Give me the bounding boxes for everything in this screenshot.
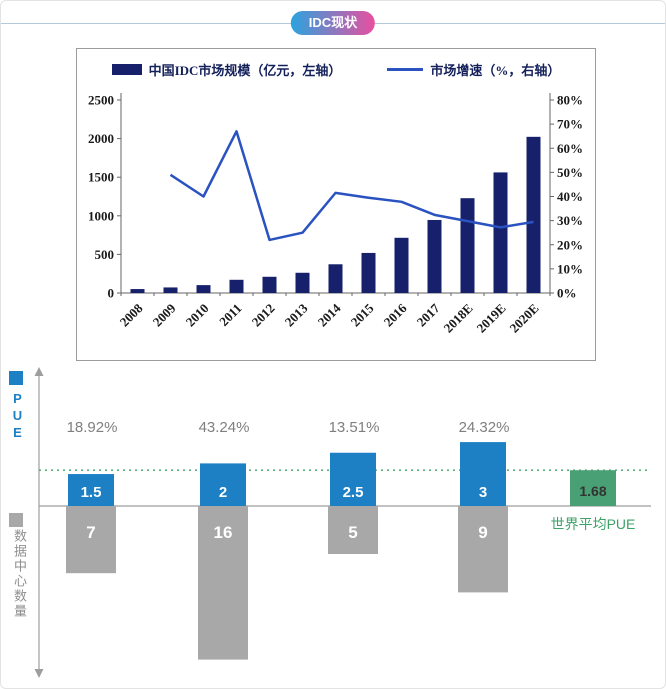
count-value-4: 9 xyxy=(478,523,487,542)
market-bar-2013 xyxy=(296,273,310,293)
market-bar-2015 xyxy=(362,253,376,293)
left-tick-label: 2500 xyxy=(88,93,114,108)
legend-item-market: 中国IDC市场规模（亿元，左轴） xyxy=(112,60,342,79)
pue-datacenter-plot: 18.92% 1.5 7 43.24% 2 16 13.51% 2.5 5 24.32% 3 9 1.6… xyxy=(1,366,666,689)
right-tick-label: 50% xyxy=(557,165,583,180)
x-label-2017: 2017 xyxy=(414,300,443,329)
bar-swatch xyxy=(112,64,142,75)
left-tick-label: 500 xyxy=(95,247,115,262)
vertical-axis-down-arrow xyxy=(35,669,44,678)
market-bar-2018E xyxy=(461,198,475,293)
legend-label-market: 中国IDC市场规模（亿元，左轴） xyxy=(149,60,342,79)
growth-percent-label-3: 13.51% xyxy=(329,419,380,436)
right-tick-label: 10% xyxy=(557,261,583,276)
growth-percent-label-1: 18.92% xyxy=(67,419,118,436)
legend-item-growth: 市场增速（%，右轴） xyxy=(387,60,560,79)
pue-value-4: 3 xyxy=(479,484,487,501)
right-tick-label: 70% xyxy=(557,117,583,132)
right-tick-label: 60% xyxy=(557,141,583,156)
x-label-2013: 2013 xyxy=(282,300,311,329)
right-tick-label: 40% xyxy=(557,189,583,204)
right-tick-label: 0% xyxy=(557,286,577,301)
market-bar-2014 xyxy=(329,264,343,293)
left-tick-label: 1000 xyxy=(88,208,114,223)
left-tick-label: 2000 xyxy=(88,131,114,146)
market-bar-2011 xyxy=(230,280,244,293)
x-label-2008: 2008 xyxy=(117,300,146,329)
growth-percent-label-4: 24.32% xyxy=(459,419,510,436)
pue-legend-square xyxy=(9,371,23,385)
count-legend-square xyxy=(9,513,23,527)
x-label-2020E: 2020E xyxy=(506,301,541,336)
growth-line xyxy=(171,131,534,240)
pue-value-3: 2.5 xyxy=(343,484,364,501)
line-swatch xyxy=(387,68,423,71)
market-bar-2019E xyxy=(494,172,508,293)
count-value-1: 7 xyxy=(86,523,95,542)
growth-percent-label-2: 43.24% xyxy=(199,419,250,436)
market-bar-2009 xyxy=(164,287,178,293)
chart-legend: 中国IDC市场规模（亿元，左轴） 市场增速（%，右轴） xyxy=(77,53,595,85)
x-label-2010: 2010 xyxy=(183,301,212,330)
market-bar-2008 xyxy=(131,289,145,293)
market-bar-2010 xyxy=(197,285,211,293)
legend-label-growth: 市场增速（%，右轴） xyxy=(430,60,560,79)
x-label-2015: 2015 xyxy=(348,300,377,329)
left-tick-label: 1500 xyxy=(88,170,114,185)
world-average-value: 1.68 xyxy=(579,483,606,499)
pue-axis-label: PUE xyxy=(10,391,25,442)
market-bar-2016 xyxy=(395,238,409,293)
section-badge: IDC现状 xyxy=(291,11,375,35)
right-tick-label: 20% xyxy=(557,237,583,252)
x-label-2016: 2016 xyxy=(381,300,410,329)
market-growth-plot: 0 500 1000 1500 2000 2500 0% 10% 20% 30% 40% 50% 60%… xyxy=(77,85,595,360)
market-bar-2017 xyxy=(428,220,442,293)
right-tick-label: 80% xyxy=(557,93,583,108)
x-label-2011: 2011 xyxy=(216,301,244,329)
pue-value-1: 1.5 xyxy=(81,484,102,501)
count-value-3: 5 xyxy=(348,523,357,542)
page: IDC现状 中国IDC市场规模（亿元，左轴） 市场增速（%，右轴） 0 500 10… xyxy=(0,0,666,689)
market-bar-2020E xyxy=(527,137,541,293)
right-tick-label: 30% xyxy=(557,213,583,228)
idc-market-chart: 中国IDC市场规模（亿元，左轴） 市场增速（%，右轴） 0 500 1000 1500… xyxy=(76,48,596,361)
world-average-label: 世界平均PUE xyxy=(551,516,636,532)
count-bar-4 xyxy=(458,506,508,592)
x-label-2009: 2009 xyxy=(150,300,179,329)
count-value-2: 16 xyxy=(214,523,233,542)
x-label-2018E: 2018E xyxy=(440,301,475,336)
x-label-2019E: 2019E xyxy=(473,301,508,336)
left-tick-label: 0 xyxy=(108,286,115,301)
x-label-2012: 2012 xyxy=(249,301,278,330)
x-label-2014: 2014 xyxy=(315,300,344,329)
datacenter-count-axis-label: 数据中心数量 xyxy=(10,529,29,619)
pue-value-2: 2 xyxy=(219,484,227,501)
market-bar-2012 xyxy=(263,277,277,293)
vertical-axis-up-arrow xyxy=(35,367,44,376)
